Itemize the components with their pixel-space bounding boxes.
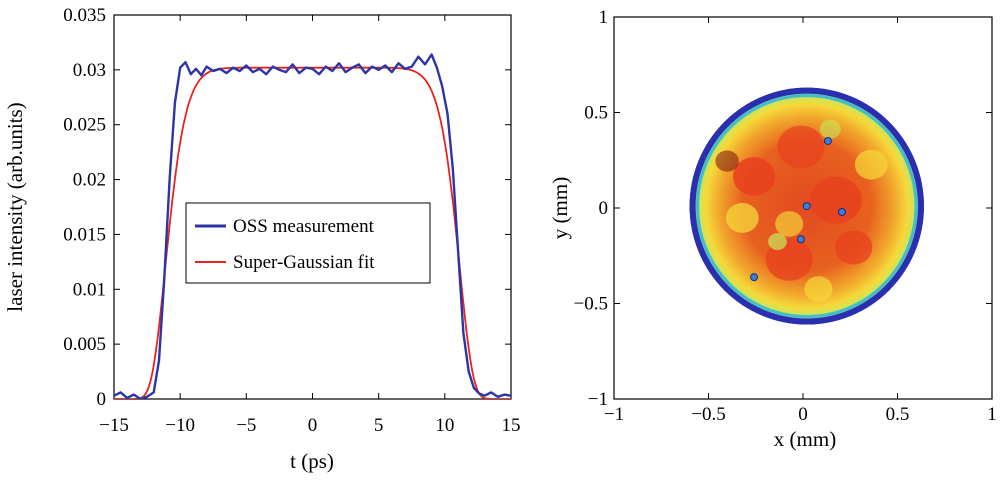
legend: OSS measurement Super-Gaussian fit xyxy=(185,202,431,284)
y-tick-label: 0.025 xyxy=(63,115,106,136)
y-tick-label: 0.03 xyxy=(73,60,106,81)
beam-texture-patch xyxy=(804,276,833,302)
beam-texture-patch xyxy=(810,176,862,224)
beam-texture-patch xyxy=(819,119,841,139)
x-tick-label: −0.5 xyxy=(691,404,725,425)
left-axis-ticks xyxy=(113,14,512,400)
x-tick-label: −10 xyxy=(165,415,195,436)
legend-box xyxy=(185,202,431,284)
y-tick-label: 0.5 xyxy=(584,103,608,124)
beam-defect-dot xyxy=(796,235,805,244)
temporal-profile-chart: −15 −10 −5 0 5 10 15 0 0.005 0.01 0.015 0.02 0.025 0.… xyxy=(3,5,521,473)
y-tick-label: −0.5 xyxy=(574,294,608,315)
right-x-axis-label: x (mm) xyxy=(774,427,836,451)
beam-profile-chart: −1 −0.5 0 0.5 1 −1 −0.5 0 0.5 1 x (mm) y (mm) xyxy=(548,7,997,451)
x-tick-label: 15 xyxy=(502,415,521,436)
beam-texture-patch xyxy=(854,149,888,180)
beam-texture-patch xyxy=(725,203,759,233)
x-tick-label: −15 xyxy=(99,415,129,436)
y-tick-label: 0.015 xyxy=(63,224,106,245)
y-tick-label: 1 xyxy=(599,7,609,28)
y-tick-label: 0.005 xyxy=(63,334,106,355)
left-y-axis-label: laser intensity (arb.units) xyxy=(3,102,27,311)
left-x-axis-label: t (ps) xyxy=(290,449,334,473)
beam-texture-patch xyxy=(715,150,739,172)
right-axis-ticks xyxy=(613,16,993,400)
beam-texture-patch xyxy=(732,157,776,196)
beam-defect-dot xyxy=(750,273,759,282)
right-y-axis-label: y (mm) xyxy=(548,177,572,239)
y-tick-label: 0.01 xyxy=(73,279,106,300)
legend-label-fit: Super-Gaussian fit xyxy=(233,252,375,273)
x-tick-label: 0 xyxy=(308,415,318,436)
y-tick-label: 0.035 xyxy=(63,5,106,26)
x-tick-label: 0.5 xyxy=(886,404,910,425)
right-tick-labels: −1 −0.5 0 0.5 1 −1 −0.5 0 0.5 1 xyxy=(574,7,997,425)
series-oss-measurement xyxy=(114,53,511,399)
beam-texture-patch xyxy=(777,125,825,169)
y-tick-label: 0 xyxy=(599,198,609,219)
x-tick-label: 5 xyxy=(374,415,384,436)
beam-defect-dot xyxy=(823,136,832,145)
beam-spot-heatmap xyxy=(689,87,924,325)
beam-inner-ring xyxy=(696,94,918,319)
y-tick-label: 0.02 xyxy=(73,170,106,191)
x-tick-label: 1 xyxy=(987,404,997,425)
beam-texture-patch xyxy=(768,233,787,251)
y-tick-label: 0 xyxy=(97,389,107,410)
y-tick-label: −1 xyxy=(588,389,608,410)
legend-label-oss: OSS measurement xyxy=(233,216,375,237)
x-tick-label: 10 xyxy=(435,415,454,436)
beam-rim xyxy=(689,87,924,325)
left-tick-labels: −15 −10 −5 0 5 10 15 0 0.005 0.01 0.015 0.02 0.025 0.… xyxy=(63,5,520,436)
beam-texture-patch xyxy=(834,230,873,265)
beam-defect-dot xyxy=(802,202,811,211)
beam-defect-dot xyxy=(837,208,846,217)
beam-texture-patch xyxy=(775,211,804,237)
x-tick-label: −1 xyxy=(604,404,624,425)
x-tick-label: 0 xyxy=(798,404,808,425)
x-tick-label: −5 xyxy=(236,415,256,436)
